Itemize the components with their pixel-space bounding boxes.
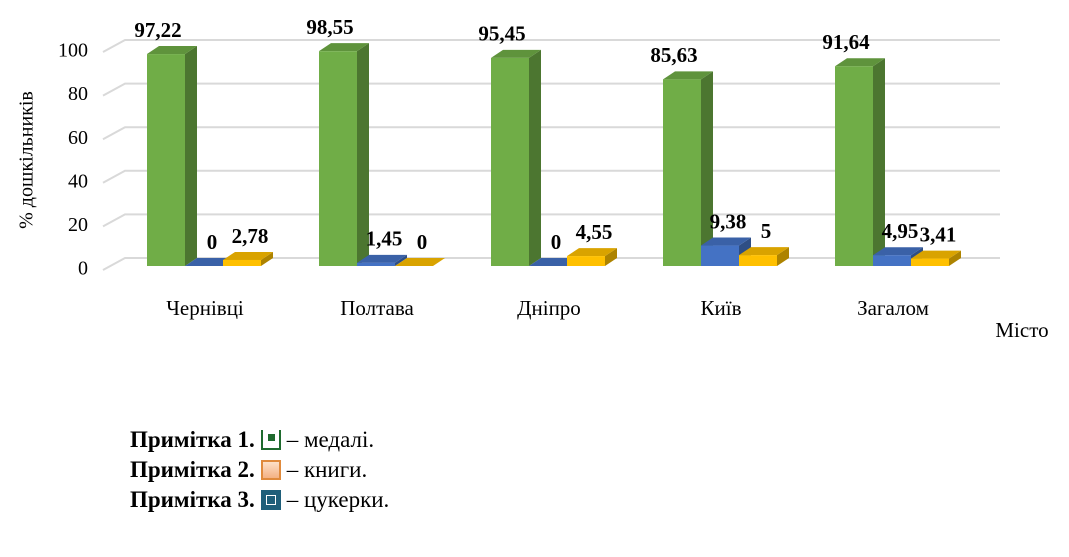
y-tick-label: 40 bbox=[68, 170, 88, 192]
note-label: Примітка 1. bbox=[130, 427, 255, 452]
bar-top bbox=[491, 49, 541, 58]
bar bbox=[147, 46, 197, 267]
note: Примітка 3. – цукерки. bbox=[130, 485, 389, 515]
y-axis-label: % дошкільників bbox=[16, 91, 38, 229]
bar-top bbox=[873, 247, 923, 256]
bar-top bbox=[223, 251, 273, 260]
bar-top bbox=[529, 258, 579, 266]
bar-top bbox=[147, 46, 197, 55]
data-label: 91,64 bbox=[822, 30, 870, 54]
note: Примітка 2. – книги. bbox=[130, 455, 367, 485]
chart: % дошкільників Місто 0 20 40 60 80 100 Чернівц… bbox=[16, 15, 1049, 342]
data-label: 2,78 bbox=[232, 224, 269, 248]
data-label: 5 bbox=[761, 219, 772, 243]
grid-line bbox=[102, 39, 1000, 53]
y-tick-label: 100 bbox=[58, 40, 88, 62]
bar bbox=[739, 247, 789, 266]
bar-top bbox=[911, 250, 961, 259]
data-label: 4,95 bbox=[882, 219, 919, 243]
bar-top bbox=[835, 58, 885, 67]
data-label: 1,45 bbox=[366, 227, 403, 251]
bar bbox=[319, 43, 369, 267]
bar-side bbox=[357, 43, 369, 267]
bar-front bbox=[739, 255, 777, 266]
bar-front bbox=[567, 256, 605, 266]
data-label: 95,45 bbox=[478, 22, 525, 46]
bar bbox=[529, 258, 579, 266]
bar-top bbox=[319, 43, 369, 52]
bar-side bbox=[395, 254, 407, 266]
data-label: 98,55 bbox=[306, 15, 353, 39]
data-label: 85,63 bbox=[650, 43, 697, 67]
bar-front bbox=[663, 79, 701, 266]
bar-top bbox=[357, 254, 407, 263]
bar-side bbox=[873, 58, 885, 267]
bar-side bbox=[777, 247, 789, 266]
data-label: 9,38 bbox=[710, 209, 747, 233]
bar bbox=[663, 71, 713, 266]
note: Примітка 1. – медалі. bbox=[130, 425, 374, 455]
data-label: 0 bbox=[551, 230, 562, 254]
bar-front bbox=[223, 259, 261, 266]
bar-front bbox=[357, 262, 395, 266]
bar bbox=[395, 258, 445, 266]
x-tick-label: Загалом bbox=[857, 296, 929, 320]
bar-top bbox=[185, 258, 235, 266]
bar-top bbox=[567, 248, 617, 257]
note-label: Примітка 2. bbox=[130, 457, 255, 482]
bar-front bbox=[911, 258, 949, 266]
bar-front bbox=[835, 66, 873, 267]
bar-side bbox=[261, 251, 273, 266]
bar-top bbox=[395, 258, 445, 266]
y-tick-label: 80 bbox=[68, 83, 88, 105]
bar-side bbox=[949, 250, 961, 266]
bar bbox=[357, 254, 407, 266]
bar bbox=[185, 258, 235, 266]
candy-icon bbox=[260, 490, 281, 510]
x-tick-label: Полтава bbox=[340, 296, 414, 320]
note-label: Примітка 3. bbox=[130, 487, 255, 512]
bar bbox=[567, 248, 617, 266]
bar-front bbox=[319, 51, 357, 267]
data-label: 4,55 bbox=[576, 220, 613, 244]
bar-side bbox=[701, 71, 713, 266]
note-text: – книги. bbox=[286, 457, 368, 482]
book-icon bbox=[260, 460, 281, 480]
bar-side bbox=[185, 46, 197, 267]
bar-side bbox=[529, 49, 541, 266]
bar bbox=[491, 49, 541, 266]
bar-front bbox=[491, 57, 529, 266]
x-tick-label: Чернівці bbox=[166, 296, 244, 320]
note-text: – медалі. bbox=[286, 427, 375, 452]
bar bbox=[223, 251, 273, 266]
data-label: 3,41 bbox=[920, 222, 957, 246]
bar-front bbox=[147, 54, 185, 267]
y-tick-label: 60 bbox=[68, 127, 88, 149]
x-tick-label: Дніпро bbox=[517, 296, 581, 320]
note-text: – цукерки. bbox=[286, 487, 390, 512]
y-tick-label: 0 bbox=[78, 258, 88, 280]
bar-front bbox=[701, 245, 739, 266]
x-tick-label: Київ bbox=[701, 296, 742, 320]
bar-top bbox=[663, 71, 713, 80]
y-tick-label: 20 bbox=[68, 214, 88, 236]
bar bbox=[835, 58, 885, 267]
bar-front bbox=[873, 255, 911, 266]
bar-top bbox=[701, 237, 751, 246]
bar-top bbox=[739, 247, 789, 256]
bar-side bbox=[605, 248, 617, 266]
bar bbox=[911, 250, 961, 266]
data-label: 0 bbox=[207, 230, 218, 254]
x-axis-label: Місто bbox=[995, 318, 1048, 342]
data-label: 0 bbox=[417, 230, 428, 254]
data-label: 97,22 bbox=[134, 18, 181, 42]
medal-icon bbox=[260, 430, 281, 450]
